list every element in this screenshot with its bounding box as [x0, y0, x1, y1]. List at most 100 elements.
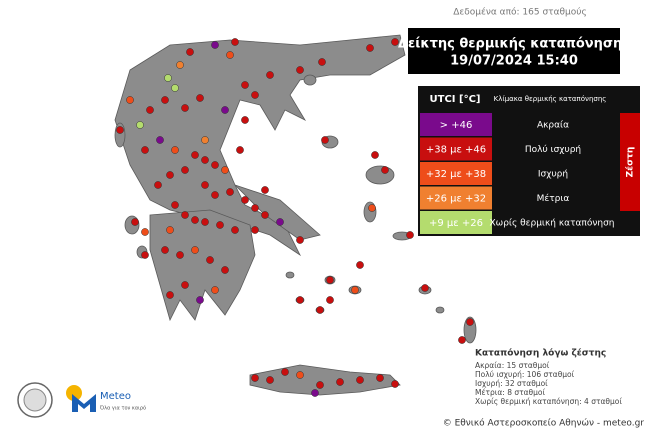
legend-swatch: [420, 186, 492, 210]
station: [161, 96, 169, 104]
station: [391, 38, 399, 46]
station: [381, 166, 389, 174]
station: [296, 371, 304, 379]
legend-label: Χωρίς θερμική καταπόνηση: [490, 218, 615, 229]
station: [391, 380, 399, 388]
title: Δείκτης θερμικής καταπόνησης: [398, 37, 630, 52]
group-label: Ζέστη: [625, 147, 636, 178]
station: [154, 181, 162, 189]
logos: [17, 382, 96, 418]
station: [316, 306, 324, 314]
station: [241, 116, 249, 124]
station: [196, 94, 204, 102]
station: [351, 286, 359, 294]
station: [164, 74, 172, 82]
station: [176, 251, 184, 259]
station: [211, 161, 219, 169]
station: [171, 201, 179, 209]
station: [201, 156, 209, 164]
station: [316, 381, 324, 389]
station: [326, 276, 334, 284]
station: [276, 218, 284, 226]
station: [221, 266, 229, 274]
station: [211, 41, 219, 49]
summary-title: Καταπόνηση λόγω ζέστης: [475, 348, 606, 359]
station: [161, 246, 169, 254]
station: [176, 61, 184, 69]
station: [166, 291, 174, 299]
station: [216, 221, 224, 229]
station: [296, 296, 304, 304]
station: [126, 96, 134, 104]
station: [261, 211, 269, 219]
station: [236, 146, 244, 154]
station: [296, 66, 304, 74]
station: [231, 226, 239, 234]
station: [211, 191, 219, 199]
legend-label: Πολύ ισχυρή: [525, 144, 581, 155]
station: [191, 216, 199, 224]
legend-range: +32 με +38: [426, 169, 486, 180]
legend-swatch: [420, 162, 492, 185]
title-box: [408, 28, 620, 74]
station: [136, 121, 144, 129]
station: [156, 136, 164, 144]
legend-swatch: [420, 137, 492, 161]
legend-range: +38 με +46: [426, 145, 486, 156]
station: [371, 151, 379, 159]
group-bar: [620, 113, 640, 211]
summary-line: Μέτρια: 8 σταθμοί: [475, 388, 546, 397]
station: [221, 166, 229, 174]
station: [458, 336, 466, 344]
legend-swatch: [420, 211, 492, 234]
station: [186, 48, 194, 56]
station: [376, 374, 384, 382]
summary-line: Ισχυρή: 32 σταθμοί: [475, 379, 548, 388]
station: [181, 104, 189, 112]
station: [206, 256, 214, 264]
station: [251, 226, 259, 234]
station: [171, 146, 179, 154]
station: [146, 106, 154, 114]
station: [231, 38, 239, 46]
station: [166, 171, 174, 179]
station: [141, 146, 149, 154]
summary-line: Ακραία: 15 σταθμοί: [475, 361, 550, 370]
legend-range: > +46: [440, 120, 473, 131]
station: [368, 204, 376, 212]
legend-swatch: [420, 113, 492, 136]
station: [311, 389, 319, 397]
station: [421, 284, 429, 292]
station: [356, 376, 364, 384]
station: [406, 231, 414, 239]
logo-name: Meteo: [100, 391, 131, 402]
station: [326, 296, 334, 304]
station: [181, 281, 189, 289]
station: [191, 246, 199, 254]
station: [296, 236, 304, 244]
station: [201, 218, 209, 226]
station: [226, 51, 234, 59]
station: [191, 151, 199, 159]
station: [321, 136, 329, 144]
legend-label: Ισχυρή: [538, 170, 568, 180]
station: [196, 296, 204, 304]
data-note: Δεδομένα από: 165 σταθμούς: [453, 7, 587, 18]
legend-col2: Κλίμακα θερμικής καταπόνησης: [494, 95, 607, 103]
legend-label: Ακραία: [537, 121, 569, 131]
station: [466, 318, 474, 326]
station: [318, 58, 326, 66]
station: [251, 374, 259, 382]
station: [251, 204, 259, 212]
legend-label: Μέτρια: [537, 193, 570, 204]
legend-range: +26 με +32: [426, 194, 486, 205]
station: [241, 81, 249, 89]
station: [356, 261, 364, 269]
legend-range: +9 με +26: [429, 218, 483, 229]
station: [281, 368, 289, 376]
station: [141, 228, 149, 236]
station: [336, 378, 344, 386]
station: [241, 196, 249, 204]
